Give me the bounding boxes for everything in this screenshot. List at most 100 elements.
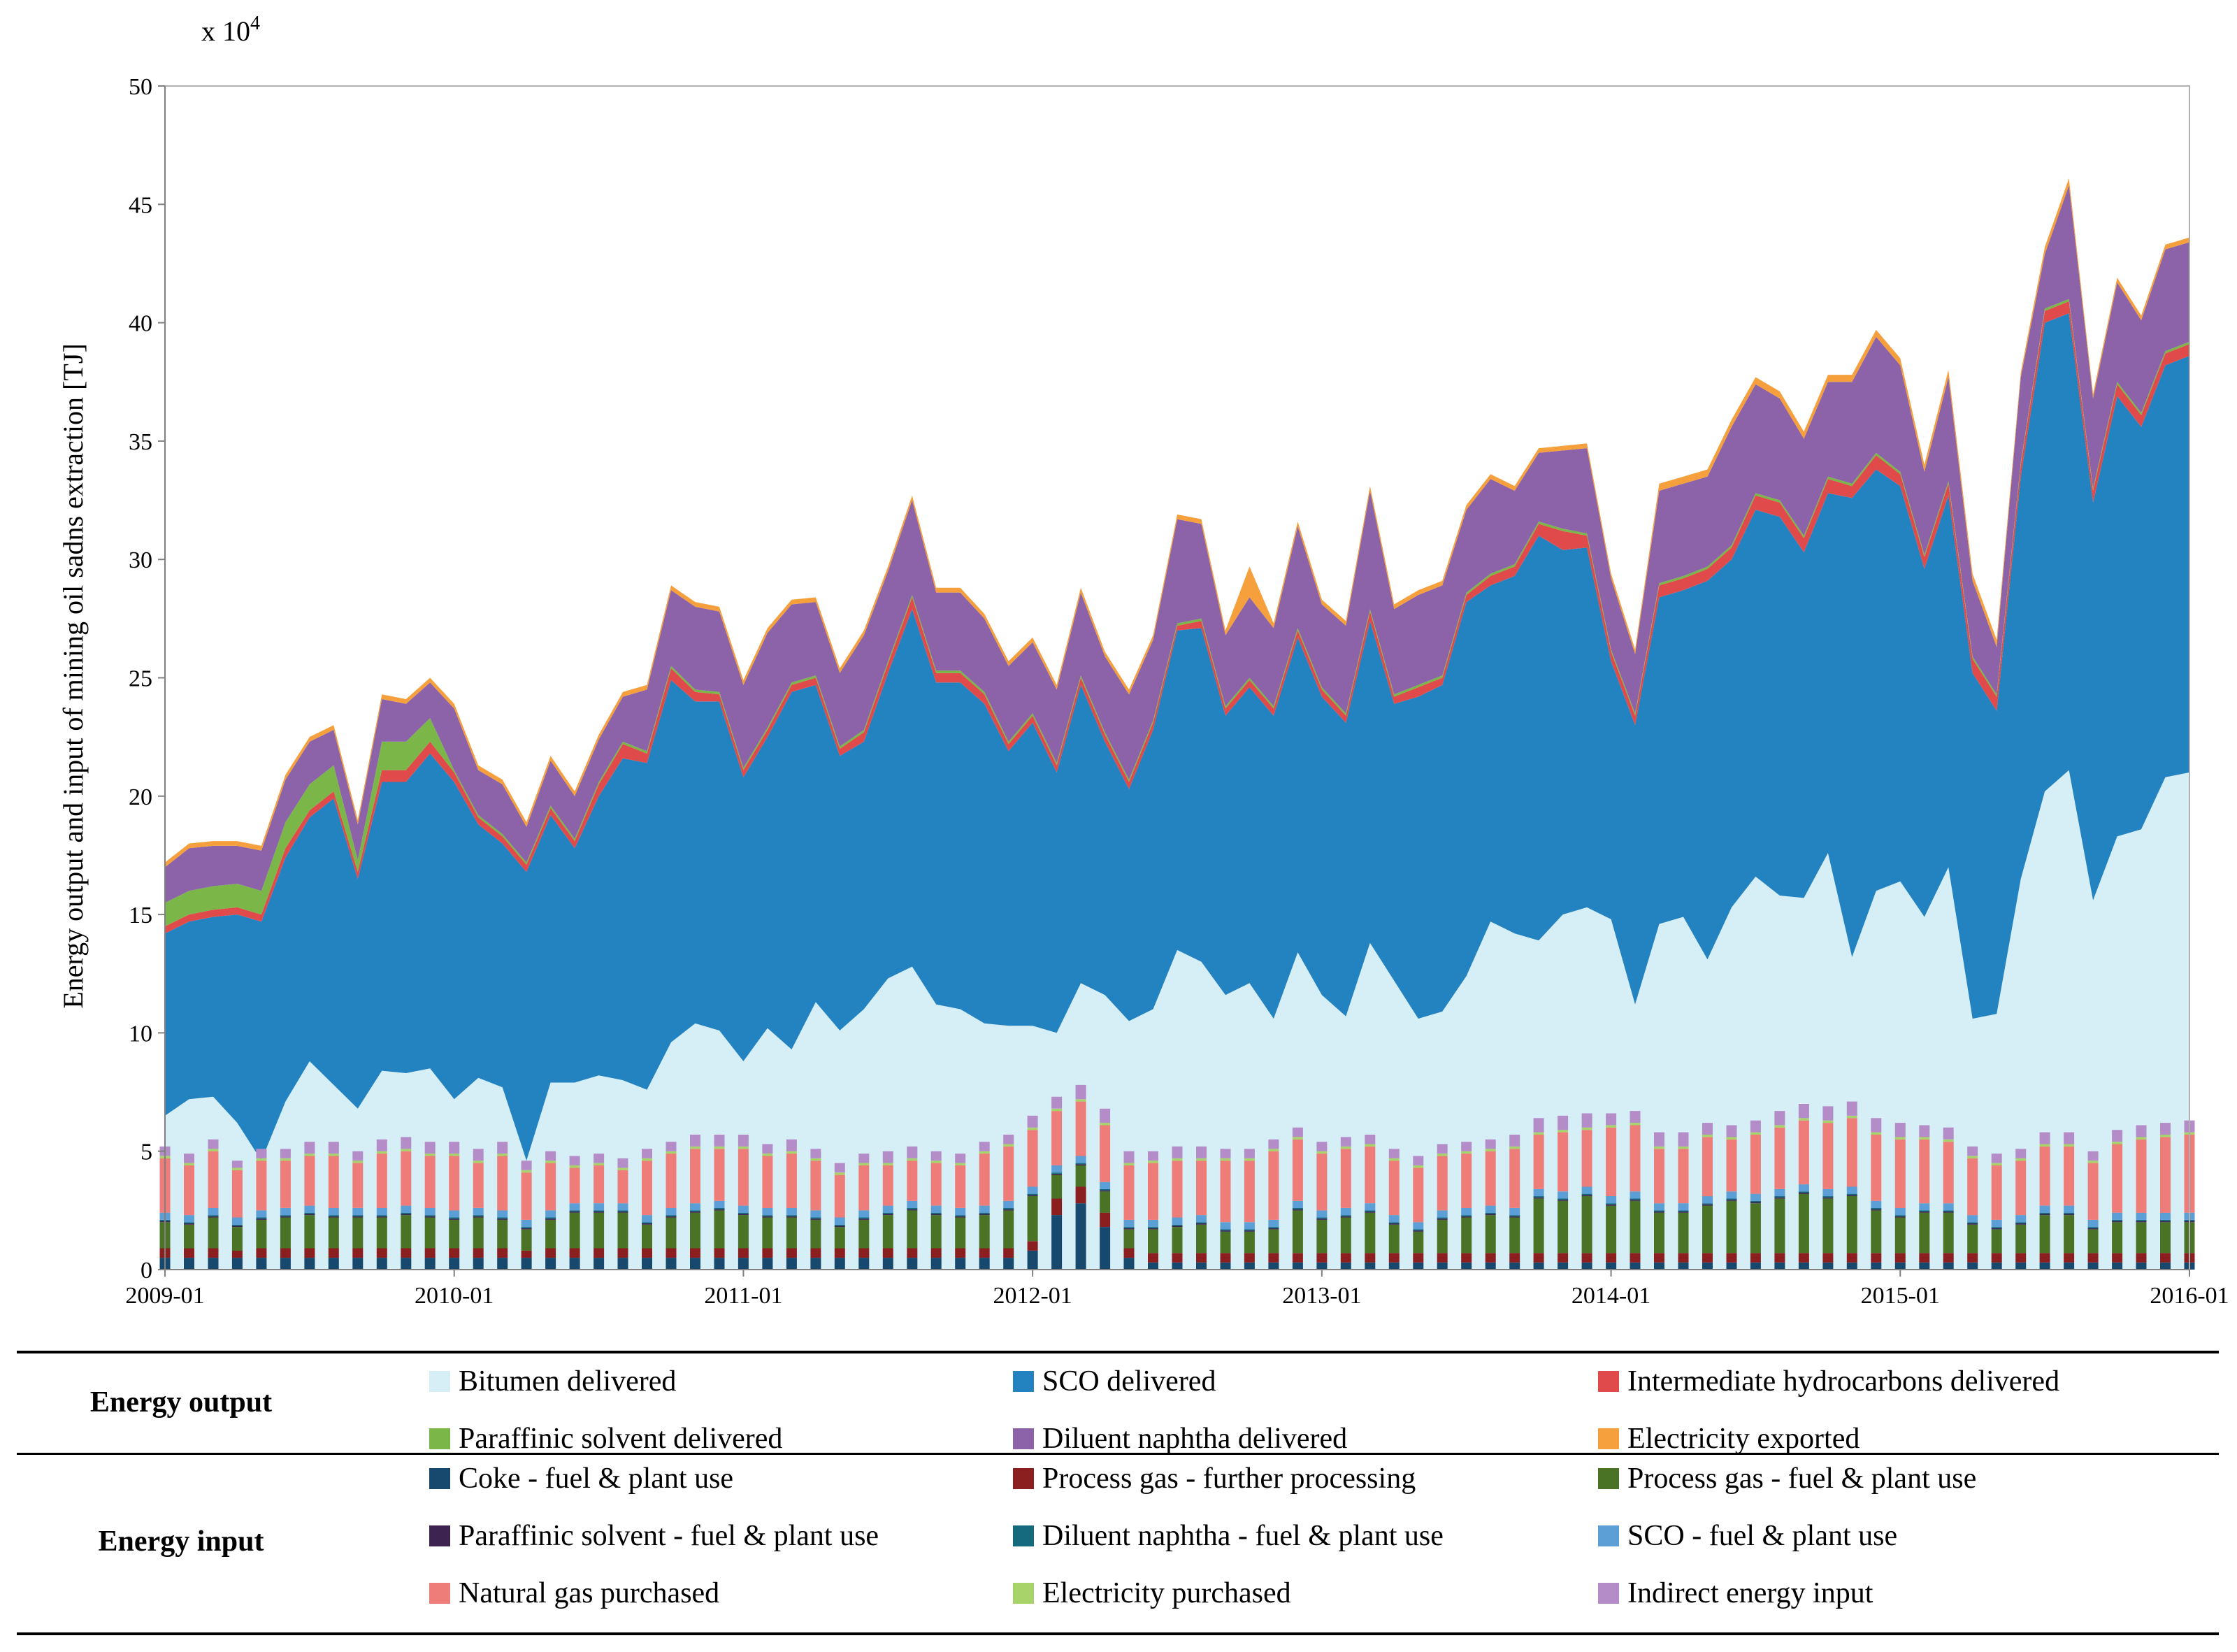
bar-segment-paraffinic-solvent-fuel-plant-use bbox=[1123, 1228, 1135, 1230]
bar-segment-natural-gas-purchased bbox=[184, 1165, 194, 1216]
bar-segment-process-gas-fuel-plant-use bbox=[352, 1217, 364, 1249]
bar-segment-sco-fuel-plant-use bbox=[762, 1208, 773, 1216]
bar-segment-natural-gas-purchased bbox=[1413, 1168, 1424, 1223]
bar-segment-paraffinic-solvent-fuel-plant-use bbox=[1196, 1223, 1207, 1225]
bar-segment-process-gas-further-processing bbox=[2064, 1253, 2075, 1263]
bar-segment-process-gas-further-processing bbox=[1413, 1253, 1424, 1263]
legend-label: Diluent naphtha delivered bbox=[1042, 1423, 1348, 1455]
bar-segment-coke-fuel-plant-use bbox=[762, 1258, 773, 1270]
bar-segment-diluent-naphtha-fuel-plant-use bbox=[2087, 1227, 2099, 1228]
bar-segment-diluent-naphtha-fuel-plant-use bbox=[1244, 1229, 1255, 1231]
bar-segment-sco-fuel-plant-use bbox=[256, 1210, 267, 1218]
bar-segment-indirect-energy-input bbox=[930, 1151, 942, 1161]
bar-segment-electricity-purchased bbox=[1123, 1163, 1135, 1165]
bar-segment-paraffinic-solvent-fuel-plant-use bbox=[1244, 1230, 1255, 1232]
bar-segment-indirect-energy-input bbox=[1558, 1115, 1569, 1130]
legend-top-rule bbox=[17, 1351, 2219, 1353]
bar-segment-process-gas-further-processing bbox=[1220, 1253, 1231, 1263]
bar-segment-diluent-naphtha-fuel-plant-use bbox=[1123, 1227, 1135, 1228]
bar-segment-natural-gas-purchased bbox=[280, 1161, 291, 1208]
bar-segment-coke-fuel-plant-use bbox=[1123, 1258, 1135, 1270]
bar-segment-paraffinic-solvent-fuel-plant-use bbox=[1340, 1216, 1351, 1218]
y-tick-label: 35 bbox=[129, 429, 152, 455]
bar-segment-electricity-purchased bbox=[1894, 1137, 1906, 1140]
bar-segment-coke-fuel-plant-use bbox=[569, 1258, 580, 1270]
bar-segment-natural-gas-purchased bbox=[955, 1165, 966, 1208]
bar-segment-natural-gas-purchased bbox=[1292, 1139, 1303, 1201]
bar-segment-sco-fuel-plant-use bbox=[449, 1210, 460, 1218]
bar-segment-coke-fuel-plant-use bbox=[328, 1258, 339, 1270]
bar-segment-diluent-naphtha-fuel-plant-use bbox=[1558, 1198, 1569, 1200]
bar-segment-paraffinic-solvent-fuel-plant-use bbox=[642, 1223, 652, 1225]
bar-segment-diluent-naphtha-fuel-plant-use bbox=[1485, 1212, 1496, 1214]
bar-segment-indirect-energy-input bbox=[1509, 1135, 1520, 1147]
legend-swatch bbox=[1598, 1525, 1619, 1546]
bar-segment-electricity-purchased bbox=[1943, 1139, 1954, 1142]
bar-segment-indirect-energy-input bbox=[1388, 1149, 1400, 1158]
bar-segment-natural-gas-purchased bbox=[834, 1175, 845, 1218]
bar-segment-coke-fuel-plant-use bbox=[2015, 1262, 2027, 1270]
bar-segment-sco-fuel-plant-use bbox=[1702, 1196, 1713, 1204]
bar-segment-electricity-purchased bbox=[642, 1158, 652, 1161]
bar-segment-diluent-naphtha-fuel-plant-use bbox=[1919, 1210, 1930, 1212]
bar-segment-process-gas-further-processing bbox=[1967, 1253, 1978, 1263]
bar-segment-sco-fuel-plant-use bbox=[280, 1208, 291, 1216]
legend-entry-paraffinic-solvent-fuel-plant-use: Paraffinic solvent - fuel & plant use bbox=[429, 1516, 879, 1556]
legend-entry-sco-fuel-plant-use: SCO - fuel & plant use bbox=[1598, 1516, 1897, 1556]
bar-segment-process-gas-further-processing bbox=[1027, 1241, 1038, 1251]
bar-segment-electricity-purchased bbox=[1654, 1146, 1664, 1149]
bar-segment-diluent-naphtha-fuel-plant-use bbox=[1509, 1215, 1520, 1216]
bar-segment-process-gas-further-processing bbox=[1268, 1253, 1279, 1263]
bar-segment-process-gas-fuel-plant-use bbox=[1654, 1212, 1664, 1254]
bar-segment-process-gas-fuel-plant-use bbox=[231, 1227, 243, 1251]
bar-segment-electricity-purchased bbox=[834, 1172, 845, 1175]
bar-segment-paraffinic-solvent-fuel-plant-use bbox=[328, 1216, 339, 1218]
bar-segment-natural-gas-purchased bbox=[1798, 1120, 1809, 1185]
bar-segment-coke-fuel-plant-use bbox=[1365, 1262, 1376, 1270]
bar-segment-paraffinic-solvent-fuel-plant-use bbox=[955, 1216, 966, 1218]
bar-segment-paraffinic-solvent-fuel-plant-use bbox=[401, 1214, 412, 1216]
bar-segment-process-gas-fuel-plant-use bbox=[642, 1224, 652, 1249]
bar-segment-coke-fuel-plant-use bbox=[1846, 1262, 1857, 1270]
bar-segment-process-gas-further-processing bbox=[1051, 1198, 1063, 1216]
bar-segment-electricity-purchased bbox=[352, 1161, 364, 1163]
bar-segment-process-gas-fuel-plant-use bbox=[280, 1217, 291, 1249]
bar-segment-electricity-purchased bbox=[858, 1163, 870, 1165]
x-tick-label: 2010-01 bbox=[415, 1283, 494, 1309]
legend-entry-coke-fuel-plant-use: Coke - fuel & plant use bbox=[429, 1459, 733, 1498]
bar-segment-sco-fuel-plant-use bbox=[497, 1210, 508, 1218]
bar-segment-process-gas-fuel-plant-use bbox=[545, 1219, 556, 1249]
bar-segment-electricity-purchased bbox=[1702, 1135, 1713, 1137]
bar-segment-process-gas-fuel-plant-use bbox=[907, 1210, 918, 1249]
bar-segment-coke-fuel-plant-use bbox=[858, 1258, 870, 1270]
bar-segment-indirect-energy-input bbox=[1871, 1118, 1882, 1133]
bar-segment-sco-fuel-plant-use bbox=[1003, 1200, 1014, 1208]
bar-segment-paraffinic-solvent-fuel-plant-use bbox=[2112, 1221, 2123, 1223]
legend-entry-electricity-exported: Electricity exported bbox=[1598, 1419, 1860, 1458]
bar-segment-process-gas-fuel-plant-use bbox=[762, 1217, 773, 1249]
bar-segment-paraffinic-solvent-fuel-plant-use bbox=[1726, 1200, 1737, 1201]
bar-segment-coke-fuel-plant-use bbox=[1943, 1262, 1954, 1270]
bar-segment-sco-fuel-plant-use bbox=[1244, 1222, 1255, 1230]
bar-segment-process-gas-fuel-plant-use bbox=[1148, 1229, 1158, 1254]
bar-segment-sco-fuel-plant-use bbox=[1798, 1184, 1809, 1192]
bar-segment-paraffinic-solvent-fuel-plant-use bbox=[1606, 1204, 1617, 1206]
bar-segment-diluent-naphtha-fuel-plant-use bbox=[810, 1217, 821, 1219]
bar-segment-sco-fuel-plant-use bbox=[1051, 1165, 1063, 1173]
bar-segment-coke-fuel-plant-use bbox=[882, 1258, 893, 1270]
bar-segment-indirect-energy-input bbox=[1196, 1146, 1207, 1158]
bar-segment-electricity-purchased bbox=[979, 1151, 990, 1154]
bar-segment-paraffinic-solvent-fuel-plant-use bbox=[930, 1214, 942, 1216]
bar-segment-electricity-purchased bbox=[256, 1158, 267, 1161]
legend-group-label: Energy input bbox=[98, 1525, 264, 1558]
bar-segment-natural-gas-purchased bbox=[424, 1156, 436, 1208]
bar-segment-process-gas-further-processing bbox=[569, 1248, 580, 1258]
bar-segment-coke-fuel-plant-use bbox=[617, 1258, 628, 1270]
legend-swatch bbox=[429, 1525, 450, 1546]
bar-segment-natural-gas-purchased bbox=[810, 1161, 821, 1211]
bar-segment-paraffinic-solvent-fuel-plant-use bbox=[1654, 1212, 1664, 1213]
bar-segment-process-gas-fuel-plant-use bbox=[882, 1215, 893, 1249]
bar-segment-diluent-naphtha-fuel-plant-use bbox=[930, 1212, 942, 1214]
y-axis-title: Energy output and input of mining oil sa… bbox=[57, 343, 89, 1008]
bar-segment-process-gas-fuel-plant-use bbox=[2039, 1215, 2050, 1254]
